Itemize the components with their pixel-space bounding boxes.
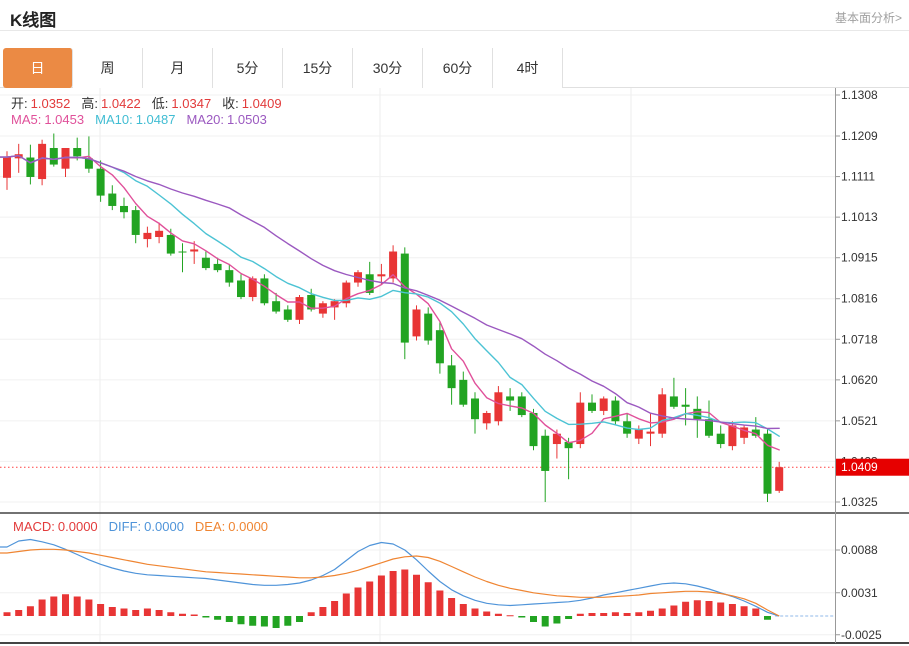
ohlc-legend-open-label: 开: <box>11 96 28 111</box>
ma-legend-ma5-label: MA5: <box>11 112 42 127</box>
ma-legend: MA5: 1.0453 MA10: 1.0487 MA20: 1.0503 <box>11 112 278 127</box>
macd-legend-dea-label: DEA: <box>194 519 226 534</box>
svg-text:1.0521: 1.0521 <box>841 414 878 428</box>
macd-legend-diff-value: 0.0000 <box>144 519 184 534</box>
macd-legend-macd-value: 0.0000 <box>57 519 98 534</box>
ma-legend-ma10-label: MA10: <box>95 112 133 127</box>
ohlc-legend-low-label: 低: <box>151 96 169 111</box>
ma-legend-ma20-label: MA20: <box>186 112 225 127</box>
tab-30min[interactable]: 30分 <box>353 48 423 88</box>
ohlc-legend-close-value: 1.0409 <box>241 96 282 111</box>
svg-text:1.0718: 1.0718 <box>841 332 878 346</box>
tab-day[interactable]: 日 <box>3 48 73 88</box>
ma-legend-ma20-value: 1.0503 <box>227 112 267 127</box>
fundamental-analysis-link[interactable]: 基本面分析> <box>834 11 902 25</box>
tab-15min[interactable]: 15分 <box>283 48 353 88</box>
tab-week[interactable]: 周 <box>73 48 143 88</box>
svg-text:1.0325: 1.0325 <box>841 495 878 509</box>
svg-text:1.1111: 1.1111 <box>841 170 875 184</box>
tab-month[interactable]: 月 <box>143 48 213 88</box>
tab-5min[interactable]: 5分 <box>213 48 283 88</box>
macd-legend-macd-label: MACD: <box>13 519 55 534</box>
ma-legend-ma5-value: 1.0453 <box>44 112 85 127</box>
svg-text:-0.0025: -0.0025 <box>841 628 882 642</box>
svg-text:1.0620: 1.0620 <box>841 373 878 387</box>
svg-text:1.0816: 1.0816 <box>841 292 878 306</box>
ohlc-legend-open-value: 1.0352 <box>30 96 71 111</box>
macd-legend: MACD: 0.0000 DIFF: 0.0000 DEA: 0.0000 <box>13 519 279 534</box>
ohlc-legend-low-value: 1.0347 <box>171 96 212 111</box>
tab-60min[interactable]: 60分 <box>423 48 493 88</box>
svg-text:1.1013: 1.1013 <box>841 210 878 224</box>
svg-text:0.0088: 0.0088 <box>841 543 878 557</box>
macd-legend-diff-label: DIFF: <box>108 519 142 534</box>
svg-text:1.1308: 1.1308 <box>841 88 878 102</box>
ohlc-legend-high-label: 高: <box>81 96 99 111</box>
macd-legend-dea-value: 0.0000 <box>228 519 269 534</box>
page-title: K线图 <box>10 11 57 30</box>
page-header: K线图 基本面分析> <box>0 0 909 31</box>
current-price-badge <box>836 458 909 476</box>
period-tabbar: 日周月 5分 15分 30分 60分 4时 <box>0 48 909 88</box>
ohlc-legend-high-value: 1.0422 <box>101 96 141 111</box>
tab-4hour[interactable]: 4时 <box>493 48 563 88</box>
ohlc-legend: 开: 1.0352 高: 1.0422 低: 1.0347 收: 1.0409 <box>11 93 293 112</box>
ma-legend-ma10-value: 1.0487 <box>135 112 176 127</box>
svg-text:0.0031: 0.0031 <box>841 586 878 600</box>
current-price-label: 1.0409 <box>841 460 878 474</box>
svg-text:1.0915: 1.0915 <box>841 251 878 265</box>
svg-text:1.1209: 1.1209 <box>841 129 878 143</box>
ohlc-legend-close-label: 收: <box>222 96 239 111</box>
